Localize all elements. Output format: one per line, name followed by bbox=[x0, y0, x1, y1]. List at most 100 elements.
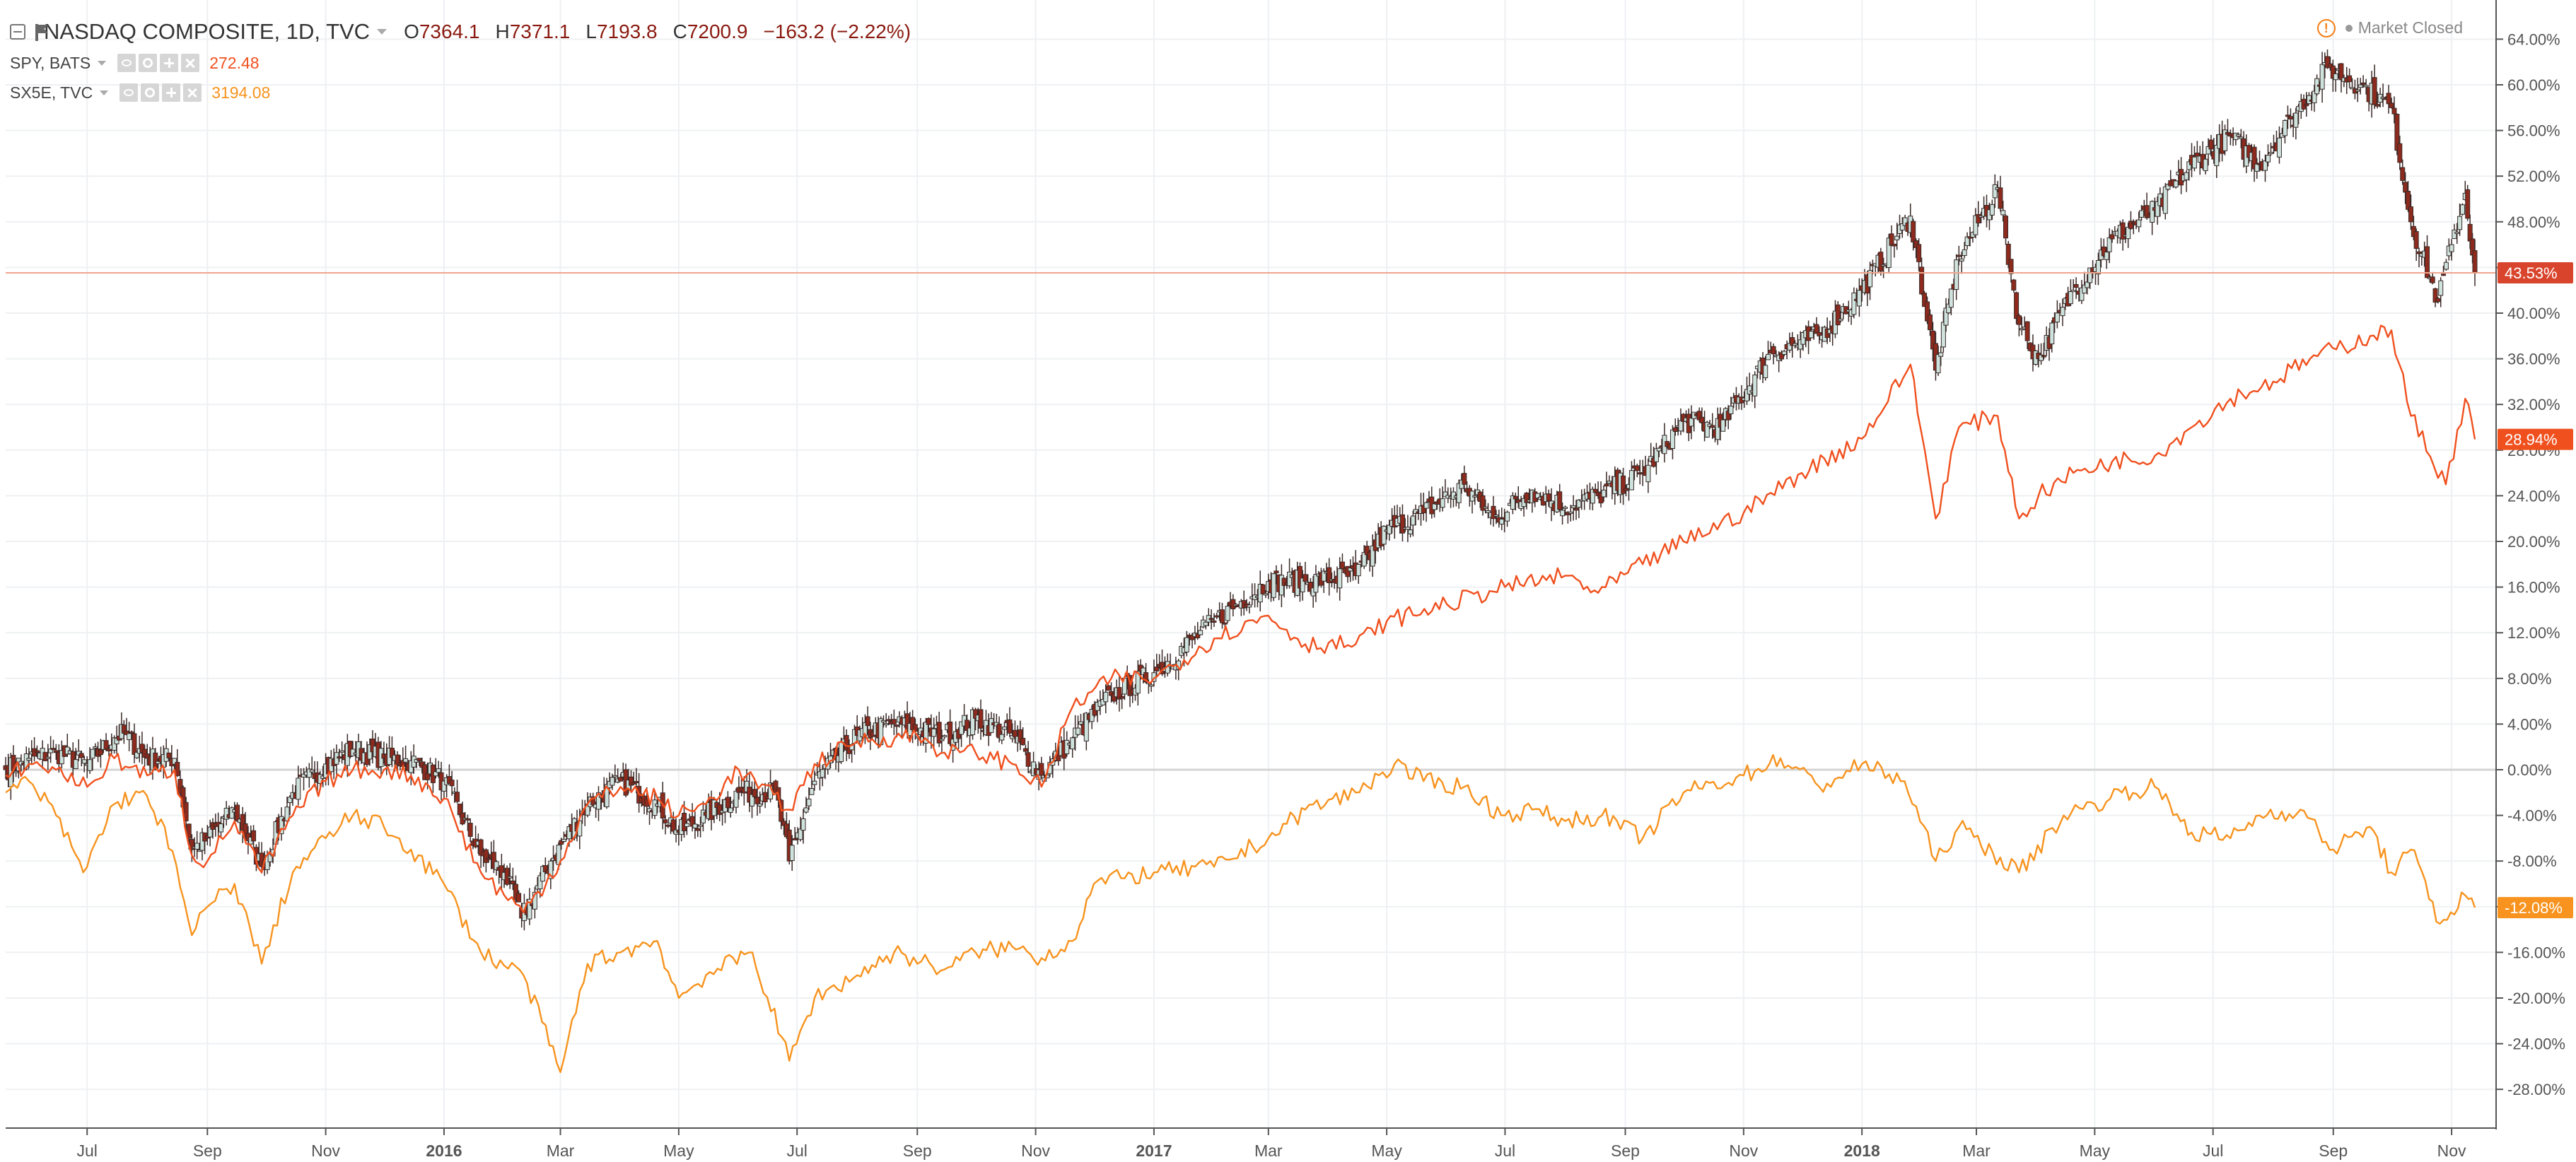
candle-up[interactable] bbox=[2165, 184, 2171, 190]
candle-up[interactable] bbox=[537, 875, 543, 890]
candle-up[interactable] bbox=[1568, 511, 1573, 514]
candle-up[interactable] bbox=[2254, 163, 2260, 172]
plus-icon[interactable] bbox=[162, 83, 181, 102]
candle-up[interactable] bbox=[1381, 526, 1387, 545]
candle-up[interactable] bbox=[1361, 552, 1367, 567]
candle-up[interactable] bbox=[989, 718, 994, 733]
candle-up[interactable] bbox=[1313, 574, 1319, 593]
candle-up[interactable] bbox=[59, 750, 64, 765]
candle-down[interactable] bbox=[166, 752, 172, 758]
close-icon[interactable] bbox=[183, 83, 202, 102]
candle-down[interactable] bbox=[1672, 427, 1678, 432]
candle-up[interactable] bbox=[1838, 318, 1843, 322]
candle-down[interactable] bbox=[2425, 246, 2430, 278]
candle-down[interactable] bbox=[2014, 292, 2020, 319]
candle-up[interactable] bbox=[610, 777, 615, 786]
candle-down[interactable] bbox=[844, 734, 849, 751]
candle-down[interactable] bbox=[516, 893, 522, 903]
candle-up[interactable] bbox=[1225, 606, 1230, 621]
candle-up[interactable] bbox=[2282, 119, 2287, 136]
candle-up[interactable] bbox=[2349, 87, 2355, 90]
candle-down[interactable] bbox=[1117, 687, 1122, 700]
candle-down[interactable] bbox=[1421, 505, 1426, 514]
candle-up[interactable] bbox=[1410, 515, 1416, 526]
candle-up[interactable] bbox=[2449, 244, 2454, 252]
candle-up[interactable] bbox=[1203, 621, 1208, 626]
candle-down[interactable] bbox=[1195, 633, 1201, 638]
candle-down[interactable] bbox=[1491, 505, 1496, 520]
candle-down[interactable] bbox=[1154, 667, 1160, 671]
candle-down[interactable] bbox=[1817, 331, 1822, 336]
candle-down[interactable] bbox=[964, 720, 970, 731]
candle-down[interactable] bbox=[1274, 570, 1279, 574]
candle-up[interactable] bbox=[87, 759, 93, 771]
candle-up[interactable] bbox=[1337, 568, 1343, 589]
candle-up[interactable] bbox=[2312, 90, 2317, 104]
candle-up[interactable] bbox=[2039, 354, 2044, 361]
candle-up[interactable] bbox=[1002, 726, 1008, 730]
candle-up[interactable] bbox=[1263, 593, 1269, 596]
candle-down[interactable] bbox=[1911, 221, 1916, 242]
candle-down[interactable] bbox=[1790, 337, 1795, 346]
candle-up[interactable] bbox=[507, 876, 513, 879]
candle-down[interactable] bbox=[2208, 139, 2214, 150]
candle-up[interactable] bbox=[2265, 155, 2271, 163]
candle-up[interactable] bbox=[839, 741, 844, 762]
candle-down[interactable] bbox=[240, 814, 245, 831]
candle-up[interactable] bbox=[2162, 186, 2168, 214]
candle-down[interactable] bbox=[2408, 206, 2413, 223]
candle-down[interactable] bbox=[1919, 266, 1925, 295]
candle-down[interactable] bbox=[416, 758, 422, 761]
candle-up[interactable] bbox=[803, 807, 809, 813]
candle-down[interactable] bbox=[243, 823, 248, 837]
candle-down[interactable] bbox=[2101, 246, 2106, 257]
candle-down[interactable] bbox=[1143, 672, 1149, 683]
candle-down[interactable] bbox=[1916, 244, 1922, 262]
candle-up[interactable] bbox=[652, 799, 658, 816]
price-axis[interactable] bbox=[2496, 0, 2576, 1162]
plus-icon[interactable] bbox=[160, 54, 179, 72]
candle-down[interactable] bbox=[1889, 233, 1894, 246]
candle-down[interactable] bbox=[1106, 685, 1112, 691]
candle-up[interactable] bbox=[931, 728, 937, 737]
candle-down[interactable] bbox=[2394, 113, 2400, 151]
candle-down[interactable] bbox=[2386, 93, 2391, 105]
candle-down[interactable] bbox=[910, 717, 916, 730]
candle-down[interactable] bbox=[1462, 473, 1467, 485]
candle-up[interactable] bbox=[436, 768, 441, 773]
candle-up[interactable] bbox=[2452, 229, 2457, 240]
candle-down[interactable] bbox=[42, 751, 48, 761]
candle-down[interactable] bbox=[455, 792, 460, 802]
candle-up[interactable] bbox=[1781, 351, 1787, 356]
candle-up[interactable] bbox=[1793, 343, 1798, 346]
candle-up[interactable] bbox=[1886, 237, 1892, 269]
candle-up[interactable] bbox=[2459, 204, 2465, 215]
candle-up[interactable] bbox=[1510, 495, 1515, 510]
candle-up[interactable] bbox=[1948, 288, 1954, 308]
candle-down[interactable] bbox=[2285, 115, 2290, 117]
candle-up[interactable] bbox=[1356, 563, 1361, 577]
eye-icon[interactable] bbox=[120, 83, 139, 102]
candle-up[interactable] bbox=[2262, 160, 2268, 171]
candle-up[interactable] bbox=[301, 773, 307, 777]
candle-down[interactable] bbox=[2008, 259, 2014, 274]
close-icon[interactable] bbox=[181, 54, 200, 72]
candle-up[interactable] bbox=[1653, 448, 1659, 462]
candle-up[interactable] bbox=[1493, 515, 1499, 517]
candle-up[interactable] bbox=[698, 824, 704, 827]
candle-down[interactable] bbox=[34, 750, 40, 753]
candle-down[interactable] bbox=[1598, 493, 1604, 504]
candle-down[interactable] bbox=[1892, 243, 1897, 247]
candle-down[interactable] bbox=[2024, 321, 2030, 341]
candle-up[interactable] bbox=[26, 758, 32, 761]
candle-up[interactable] bbox=[1935, 354, 1941, 374]
candle-up[interactable] bbox=[1076, 727, 1081, 735]
candle-down[interactable] bbox=[1592, 488, 1598, 493]
candle-up[interactable] bbox=[923, 722, 928, 744]
candle-down[interactable] bbox=[425, 773, 431, 780]
candle-up[interactable] bbox=[1405, 527, 1411, 530]
candle-down[interactable] bbox=[370, 738, 375, 753]
candle-up[interactable] bbox=[2205, 146, 2211, 155]
candle-down[interactable] bbox=[618, 777, 624, 782]
series-line-spy[interactable] bbox=[5, 324, 2476, 914]
